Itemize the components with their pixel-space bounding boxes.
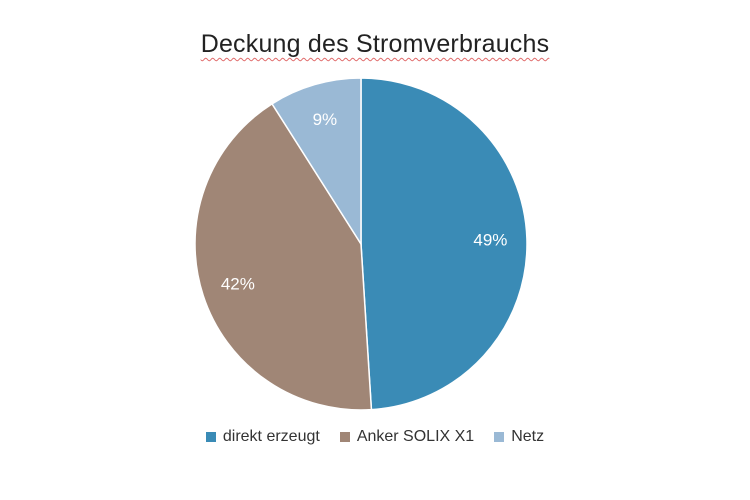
legend-item-direkt-erzeugt: direkt erzeugt (205, 428, 320, 446)
legend-label-netz: Netz (511, 428, 545, 445)
legend-item-anker-solix-x1: Anker SOLIX X1 (339, 428, 475, 446)
legend: direkt erzeugt Anker SOLIX X1 Netz (0, 428, 750, 446)
legend-swatch-direkt-erzeugt (205, 432, 216, 442)
legend-label-anker-solix-x1: Anker SOLIX X1 (356, 428, 475, 445)
pie-slice-direkt-erzeugt (360, 77, 528, 411)
legend-item-netz: Netz (494, 428, 544, 446)
pie-label-direkt-erzeugt: 49% (473, 230, 507, 249)
chart-title-text: Deckung des Stromverbrauchs (200, 30, 550, 58)
pie-slice-anker-solix-x1 (194, 102, 373, 411)
legend-swatch-netz (494, 432, 505, 442)
pie-label-anker-solix-x1: 42% (221, 275, 255, 294)
legend-label-direkt-erzeugt: direkt erzeugt (222, 428, 320, 445)
pie-label-netz: 9% (313, 110, 338, 129)
pie-slice-netz (271, 77, 362, 247)
legend-swatch-anker-solix-x1 (339, 432, 350, 442)
chart-title: Deckung des Stromverbrauchs (0, 30, 750, 59)
